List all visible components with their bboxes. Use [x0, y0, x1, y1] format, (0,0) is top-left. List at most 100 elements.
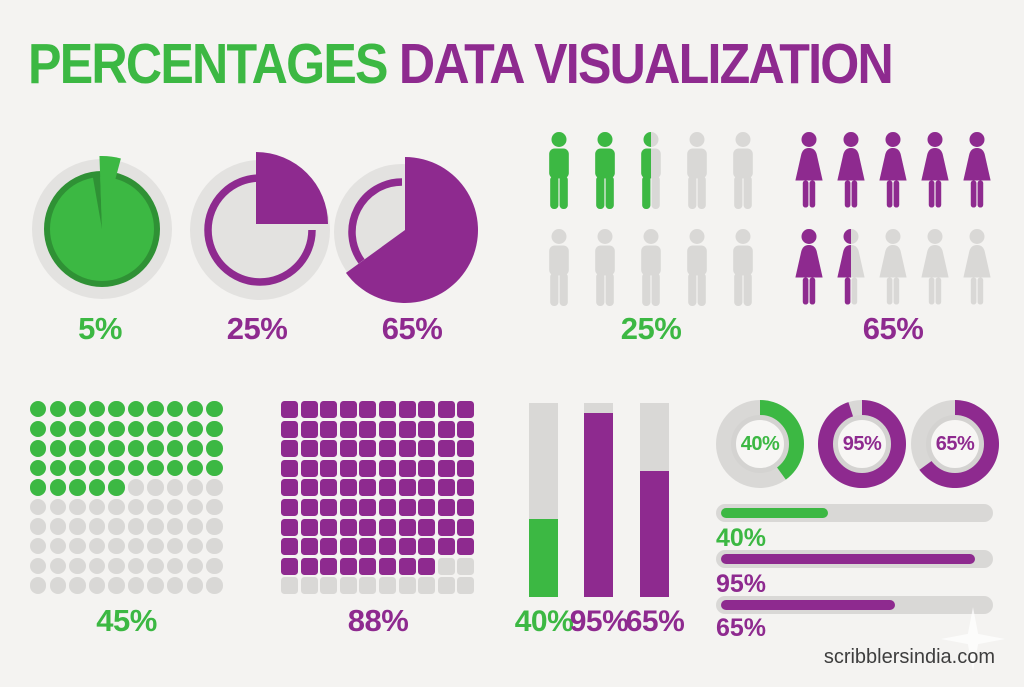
square-cell	[437, 577, 455, 595]
square-cell	[281, 577, 298, 595]
dot-cell	[108, 557, 125, 575]
square-cell	[437, 420, 455, 438]
progress-fill	[721, 508, 828, 518]
square-cell	[320, 498, 338, 516]
square-cell	[457, 440, 475, 458]
square-cell	[300, 401, 318, 418]
square-cell	[378, 557, 396, 575]
square-cell	[457, 538, 475, 556]
square-cell	[378, 479, 396, 497]
female-person-icon	[918, 229, 952, 307]
dot-cell	[147, 440, 164, 457]
dot-cell	[88, 420, 106, 437]
dot-cell	[88, 538, 106, 555]
dot-cell	[49, 401, 66, 418]
dot-cell	[88, 518, 106, 535]
pie-65-svg	[334, 157, 478, 303]
dot-cell	[147, 498, 164, 516]
dot-cell	[30, 459, 47, 477]
dot-cell	[167, 577, 184, 594]
dot-cell	[88, 459, 106, 477]
donut-chart-65: 65%	[910, 399, 1000, 489]
male-person-icon	[546, 132, 572, 210]
square-cell	[457, 518, 475, 536]
dot-cell	[69, 518, 86, 535]
dot-cell	[186, 577, 204, 594]
square-cell	[320, 440, 338, 458]
dot-cell	[127, 577, 145, 594]
pie-5-percent-label: 5%	[78, 311, 122, 346]
square-cell	[418, 577, 436, 595]
dot-cell	[49, 440, 66, 457]
dot-cell	[147, 459, 164, 477]
square-cell	[418, 557, 436, 575]
square-cell	[457, 459, 475, 477]
square-cell	[378, 401, 396, 418]
square-cell	[339, 577, 357, 595]
dot-cell	[49, 577, 66, 594]
dot-cell	[108, 440, 125, 457]
dot-cell	[49, 479, 66, 496]
square-cell	[300, 479, 318, 497]
square-cell	[320, 420, 338, 438]
dot-cell	[167, 538, 184, 555]
square-cell	[437, 538, 455, 556]
square-cell	[320, 538, 338, 556]
dot-cell	[147, 479, 164, 496]
dot-cell	[206, 557, 223, 575]
square-cell	[437, 518, 455, 536]
pie-chart-25-percent	[184, 148, 340, 315]
dot-cell	[147, 401, 164, 418]
vertical-bar-40	[529, 403, 558, 597]
dot-cell	[49, 538, 66, 555]
female-person-icon	[792, 229, 826, 307]
dot-cell	[147, 538, 164, 555]
donut-chart-40: 40%	[715, 399, 805, 489]
square-matrix-chart	[281, 401, 475, 595]
square-cell	[398, 420, 416, 438]
dot-cell	[49, 420, 66, 437]
pie-chart-65-percent	[330, 150, 478, 313]
donut-95-label: 95%	[842, 432, 882, 455]
dot-cell	[69, 401, 86, 418]
pictogram-women-label: 65%	[862, 311, 924, 346]
square-cell	[339, 557, 357, 575]
dot-cell	[186, 538, 204, 555]
progress-bar-40	[716, 504, 993, 522]
square-cell	[359, 577, 377, 595]
square-cell	[320, 479, 338, 497]
dot-cell	[108, 420, 125, 437]
square-cell	[398, 401, 416, 418]
dot-cell	[30, 420, 47, 437]
male-person-icon	[684, 229, 710, 307]
pie-65-percent-label: 65%	[381, 311, 443, 346]
dot-cell	[108, 479, 125, 496]
dot-cell	[88, 401, 106, 418]
square-cell	[359, 479, 377, 497]
vertical-bar-65-label: 65%	[625, 605, 685, 638]
dot-cell	[147, 420, 164, 437]
square-cell	[320, 459, 338, 477]
progress-bar-65-label: 65%	[716, 614, 767, 642]
pictogram-men	[546, 132, 756, 307]
dot-cell	[206, 518, 223, 535]
square-cell	[281, 518, 298, 536]
dot-cell	[30, 538, 47, 555]
square-cell	[398, 459, 416, 477]
square-cell	[359, 498, 377, 516]
progress-bar-95-label: 95%	[716, 570, 767, 598]
dot-cell	[127, 538, 145, 555]
dot-cell	[108, 518, 125, 535]
dot-cell	[108, 401, 125, 418]
square-cell	[418, 440, 436, 458]
website-credit: scribblersindia.com	[823, 646, 995, 668]
square-cell	[320, 401, 338, 418]
dot-cell	[69, 459, 86, 477]
square-cell	[339, 538, 357, 556]
female-person-icon	[876, 132, 910, 210]
dot-cell	[108, 538, 125, 555]
donut-svg	[818, 400, 906, 488]
dot-cell	[167, 401, 184, 418]
dot-cell	[147, 518, 164, 535]
vertical-bar-95-label: 95%	[569, 605, 629, 638]
